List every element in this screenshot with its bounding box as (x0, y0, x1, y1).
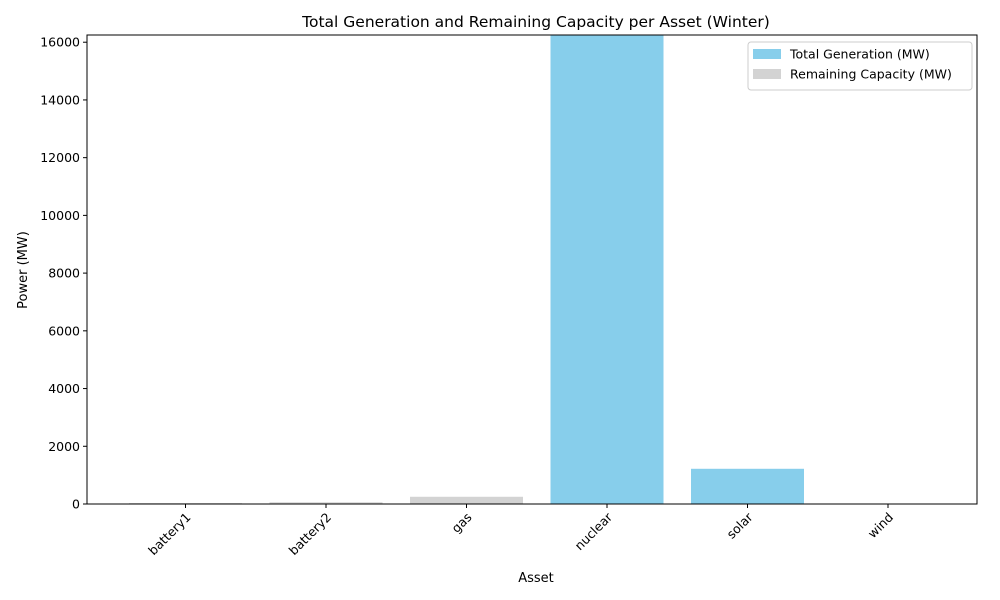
legend: Total Generation (MW) Remaining Capacity … (747, 41, 973, 91)
y-axis: 0 2000 4000 6000 8000 10000 12000 14000 16000 (40, 35, 87, 512)
x-tick-label-wind: wind (865, 510, 897, 542)
legend-swatch-generation (753, 49, 781, 59)
y-tick-label: 4000 (48, 381, 80, 396)
y-tick-label: 0 (72, 497, 80, 512)
bar-nuclear-generation (550, 35, 664, 504)
legend-label-remaining: Remaining Capacity (MW) (790, 67, 952, 82)
y-tick-label: 16000 (40, 35, 80, 50)
x-tick-label-battery2: battery2 (286, 510, 334, 558)
y-tick-label: 8000 (48, 266, 80, 281)
x-axis: battery1 battery2 gas nuclear solar wind (145, 504, 896, 558)
bar-gas-remaining (410, 496, 523, 504)
chart-title: Total Generation and Remaining Capacity … (301, 13, 770, 31)
y-tick-label: 14000 (40, 92, 80, 107)
bar-solar-generation (691, 468, 804, 504)
legend-box (747, 41, 973, 91)
legend-swatch-remaining (753, 69, 781, 79)
y-tick-label: 6000 (48, 323, 80, 338)
y-tick-label: 2000 (48, 439, 80, 454)
y-tick-label: 12000 (40, 150, 80, 165)
legend-label-generation: Total Generation (MW) (789, 47, 930, 62)
plot-frame (86, 34, 978, 505)
y-tick-label: 10000 (40, 208, 80, 223)
x-tick-label-battery1: battery1 (145, 510, 193, 558)
x-tick-label-solar: solar (723, 509, 756, 542)
x-tick-label-gas: gas (448, 510, 474, 536)
x-tick-label-nuclear: nuclear (572, 509, 616, 553)
bar-battery2-remaining (269, 502, 383, 504)
x-axis-label: Asset (518, 571, 554, 586)
y-axis-label: Power (MW) (16, 231, 31, 309)
bars-layer (129, 35, 804, 504)
